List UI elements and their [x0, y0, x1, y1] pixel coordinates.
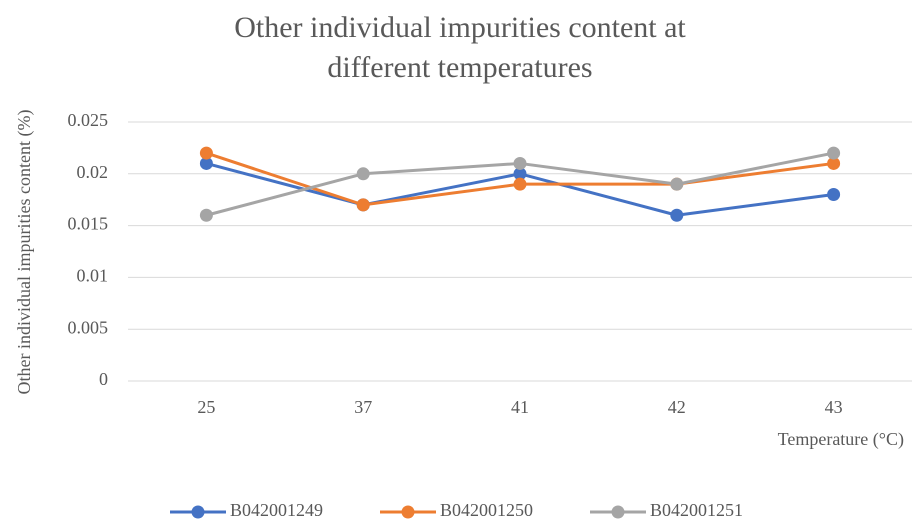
data-point — [356, 167, 370, 181]
data-point — [513, 167, 527, 181]
legend-label: B042001249 — [230, 500, 323, 520]
data-point — [827, 188, 841, 202]
data-point — [199, 208, 213, 222]
x-tick-label: 43 — [825, 397, 843, 417]
y-tick-label: 0.025 — [68, 110, 109, 130]
x-axis-label: Temperature (°C) — [778, 429, 904, 450]
legend-marker — [191, 505, 205, 519]
data-point — [670, 208, 684, 222]
y-tick-label: 0.02 — [77, 162, 109, 182]
y-tick-label: 0.005 — [68, 317, 109, 337]
y-tick-label: 0.01 — [77, 266, 109, 286]
legend-label: B042001250 — [440, 500, 533, 520]
data-point — [827, 156, 841, 170]
data-point — [199, 156, 213, 170]
data-point — [199, 146, 213, 160]
y-axis-label: Other individual impurities content (%) — [14, 110, 35, 395]
chart-title: Other individual impurities content at d… — [234, 11, 686, 84]
data-point — [827, 146, 841, 160]
data-point — [670, 177, 684, 191]
legend-marker — [401, 505, 415, 519]
data-point — [513, 156, 527, 170]
legend-label: B042001251 — [650, 500, 743, 520]
data-point — [356, 198, 370, 212]
legend-marker — [611, 505, 625, 519]
x-tick-label: 42 — [668, 397, 686, 417]
data-point — [513, 177, 527, 191]
x-tick-label: 37 — [354, 397, 372, 417]
x-tick-label: 41 — [511, 397, 529, 417]
y-tick-label: 0.015 — [68, 214, 109, 234]
x-tick-label: 25 — [197, 397, 215, 417]
y-tick-label: 0 — [99, 369, 108, 389]
